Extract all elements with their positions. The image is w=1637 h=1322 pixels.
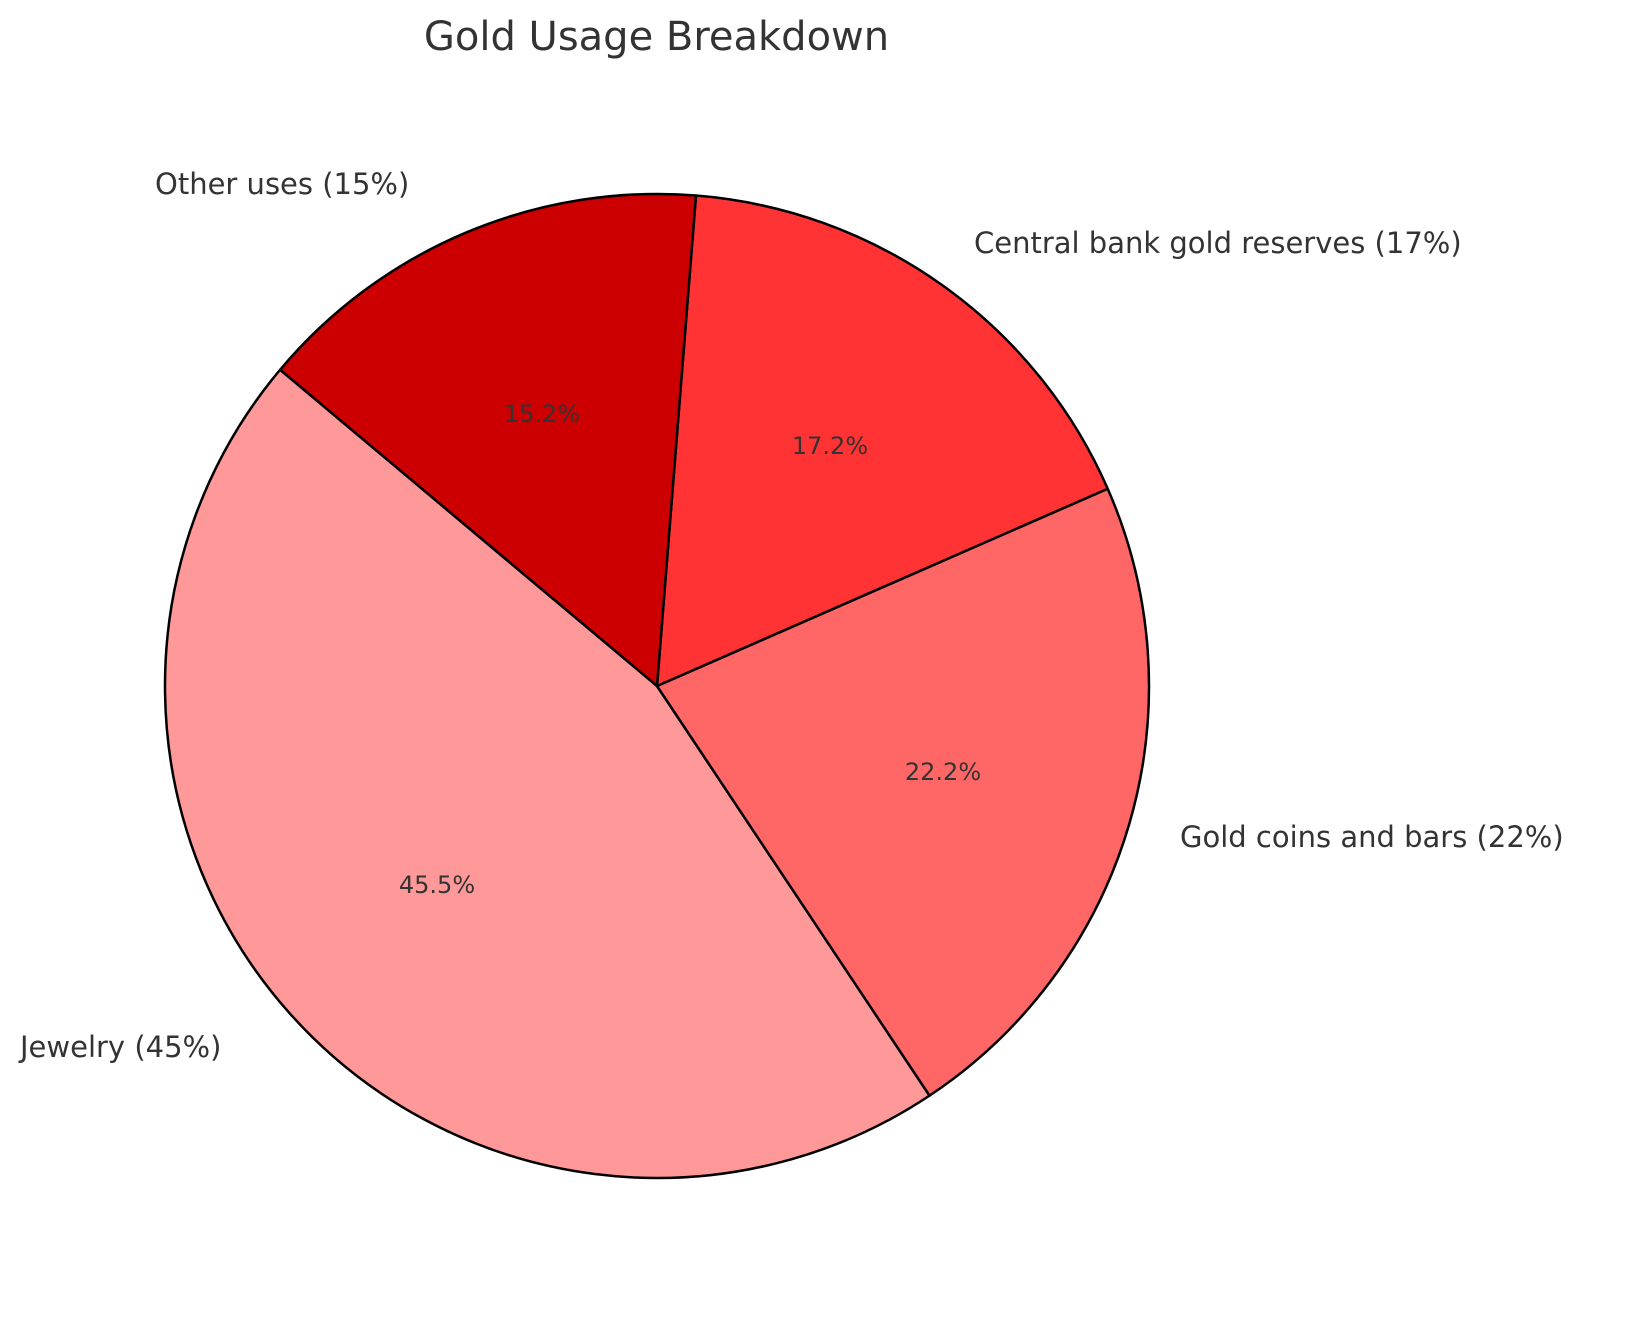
slice-pct-gold-coins-and-bars: 22.2% <box>904 758 982 786</box>
pie-slice-other-uses <box>278 192 698 688</box>
chart-title: Gold Usage Breakdown <box>423 14 890 60</box>
slice-label-gold-coins-and-bars: Gold coins and bars (22%) <box>1180 820 1564 854</box>
pie-slice-jewelry <box>163 368 931 1180</box>
pie-slice-central-bank-reserves <box>655 194 1109 688</box>
slice-pct-central-bank-reserves: 17.2% <box>791 432 869 460</box>
pie-slice-gold-coins-and-bars <box>655 487 1151 1097</box>
slice-label-other-uses: Other uses (15%) <box>155 167 410 201</box>
slice-pct-jewelry: 45.5% <box>398 871 476 899</box>
slice-pct-other-uses: 15.2% <box>503 400 581 428</box>
slice-label-central-bank-reserves: Central bank gold reserves (17%) <box>974 226 1462 260</box>
pie-slices <box>163 192 1151 1180</box>
slice-label-jewelry: Jewelry (45%) <box>20 1030 222 1064</box>
